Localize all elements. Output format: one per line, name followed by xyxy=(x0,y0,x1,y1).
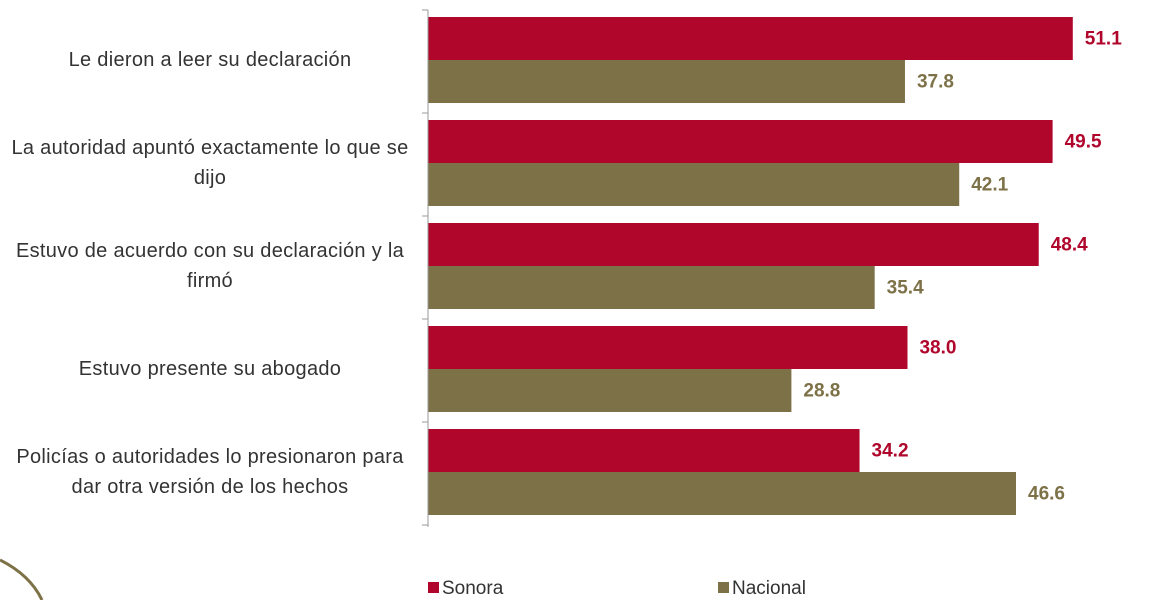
bar xyxy=(428,429,860,472)
bar xyxy=(428,17,1073,60)
bar xyxy=(428,472,1017,515)
category-label: Policías o autoridades lo presionaron pa… xyxy=(16,446,404,498)
legend-swatch xyxy=(718,582,729,593)
bar xyxy=(428,326,908,369)
value-label: 46.6 xyxy=(1028,484,1065,505)
value-label: 49.5 xyxy=(1065,132,1102,153)
category-label: Le dieron a leer su declaración xyxy=(68,49,352,71)
value-label: 51.1 xyxy=(1085,29,1122,50)
value-label: 48.4 xyxy=(1051,235,1088,256)
bar xyxy=(428,266,875,309)
category-label: Estuvo de acuerdo con su declaración y l… xyxy=(15,240,405,292)
category-label: La autoridad apuntó exactamente lo que s… xyxy=(11,137,409,189)
legend-swatch xyxy=(428,582,439,593)
legend-label: Sonora xyxy=(442,578,504,599)
value-label: 34.2 xyxy=(872,441,909,462)
value-label: 28.8 xyxy=(803,381,840,402)
value-label: 42.1 xyxy=(971,175,1008,196)
category-label: Estuvo presente su abogado xyxy=(78,358,342,380)
value-label: 38.0 xyxy=(919,338,956,359)
value-label: 37.8 xyxy=(917,72,954,93)
bar xyxy=(428,369,792,412)
legend-label: Nacional xyxy=(732,578,806,599)
decoration xyxy=(0,558,44,600)
bar xyxy=(428,163,960,206)
value-label: 35.4 xyxy=(887,278,924,299)
bar xyxy=(428,120,1053,163)
bar xyxy=(428,60,905,103)
bar xyxy=(428,223,1039,266)
